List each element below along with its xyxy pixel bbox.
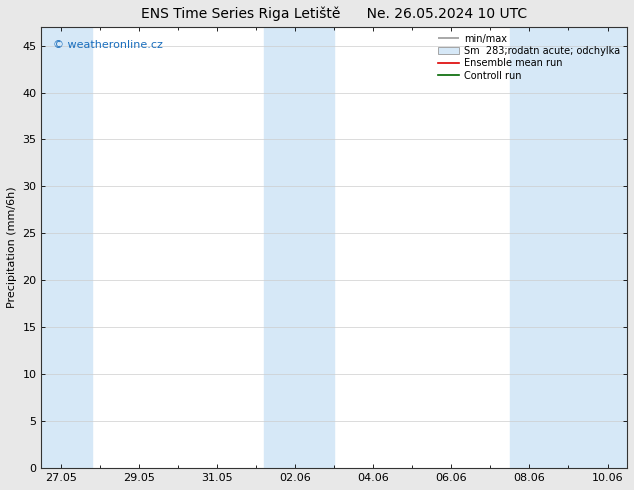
Bar	[510, 27, 627, 468]
Bar	[264, 27, 334, 468]
Legend: min/max, Sm  283;rodatn acute; odchylka, Ensemble mean run, Controll run: min/max, Sm 283;rodatn acute; odchylka, …	[436, 32, 622, 83]
Text: © weatheronline.cz: © weatheronline.cz	[53, 40, 163, 50]
Title: ENS Time Series Riga Letiště      Ne. 26.05.2024 10 UTC: ENS Time Series Riga Letiště Ne. 26.05.2…	[141, 7, 527, 22]
Y-axis label: Precipitation (mm/6h): Precipitation (mm/6h)	[7, 187, 17, 308]
Bar	[41, 27, 92, 468]
